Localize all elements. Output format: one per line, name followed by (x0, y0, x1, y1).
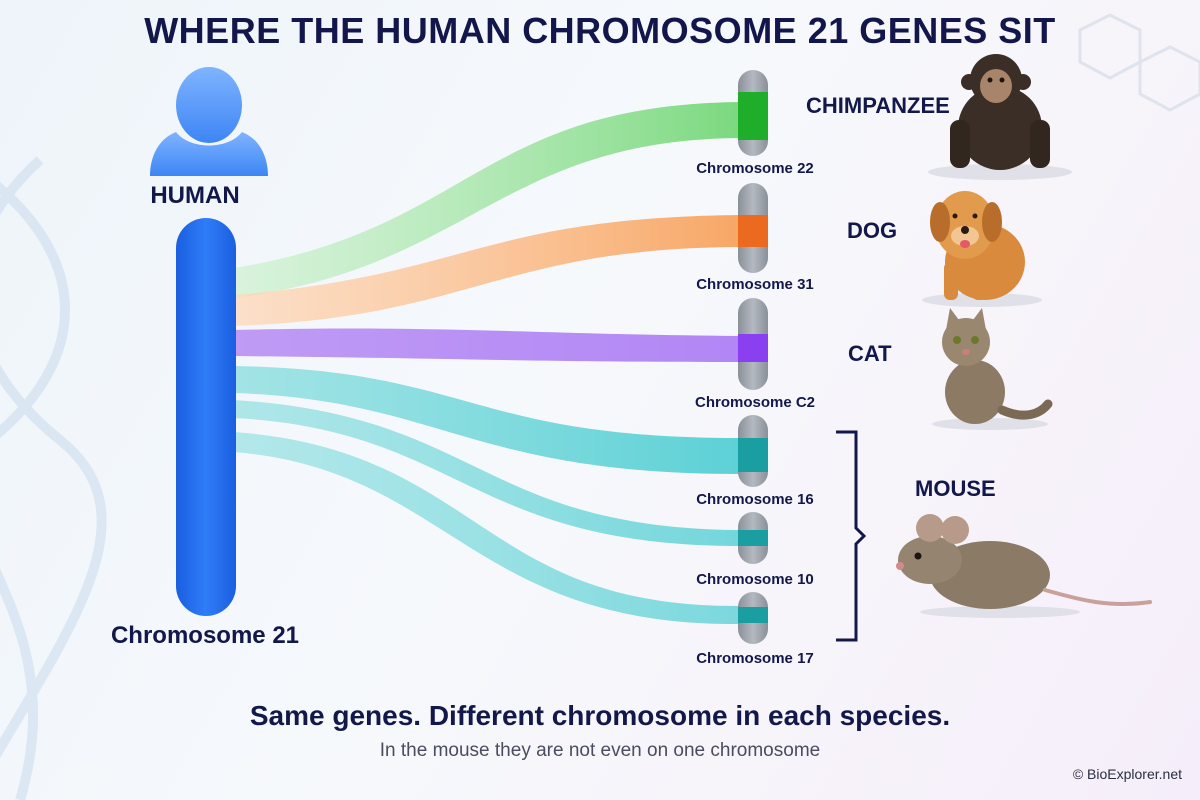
target-chromosome-31 (738, 183, 768, 273)
chromosome-label-c2: Chromosome C2 (694, 394, 816, 411)
chromosome-label-16: Chromosome 16 (696, 491, 814, 508)
molecule-background (1078, 13, 1200, 112)
target-chromosome-17 (738, 592, 768, 644)
chromosome-label-10: Chromosome 10 (696, 571, 814, 588)
target-chromosome-16 (738, 415, 768, 487)
species-label-mouse: MOUSE (915, 476, 996, 501)
ribbon-mouse-16 (234, 366, 740, 474)
chromosome-21-bar (176, 218, 236, 616)
subtitle: In the mouse they are not even on one ch… (379, 740, 821, 761)
ribbon-mouse-10 (234, 400, 740, 546)
target-chromosome-c2 (738, 298, 768, 390)
chromosome-label-22: Chromosome 22 (696, 160, 814, 177)
page-title: WHERE THE HUMAN CHROMOSOME 21 GENES SIT (144, 10, 1056, 51)
chromosome-label-31: Chromosome 31 (696, 276, 814, 293)
tagline: Same genes. Different chromosome in each… (249, 700, 951, 731)
ribbon-cat (234, 328, 740, 362)
dog-icon (922, 191, 1042, 307)
species-label-chimpanzee: CHIMPANZEE (806, 93, 950, 118)
target-chromosome-22 (738, 70, 768, 156)
human-label: HUMAN (150, 182, 240, 209)
dna-helix-background (0, 156, 107, 800)
ribbon-chimpanzee (234, 102, 740, 298)
ribbon-mouse-17 (234, 432, 740, 625)
species-label-dog: DOG (847, 218, 898, 243)
chromosome-21-label: Chromosome 21 (110, 622, 300, 649)
chromosome-label-17: Chromosome 17 (696, 650, 814, 667)
cat-icon (932, 308, 1053, 430)
human-silhouette-icon (150, 67, 268, 176)
gene-ribbons (234, 102, 740, 625)
ribbon-dog (234, 215, 740, 326)
mouse-icon (896, 514, 1152, 618)
mouse-bracket (836, 430, 867, 642)
target-chromosome-10 (738, 512, 768, 564)
species-label-cat: CAT (848, 341, 892, 366)
credit: © BioExplorer.net (1072, 766, 1182, 782)
chimpanzee-icon (928, 54, 1072, 180)
